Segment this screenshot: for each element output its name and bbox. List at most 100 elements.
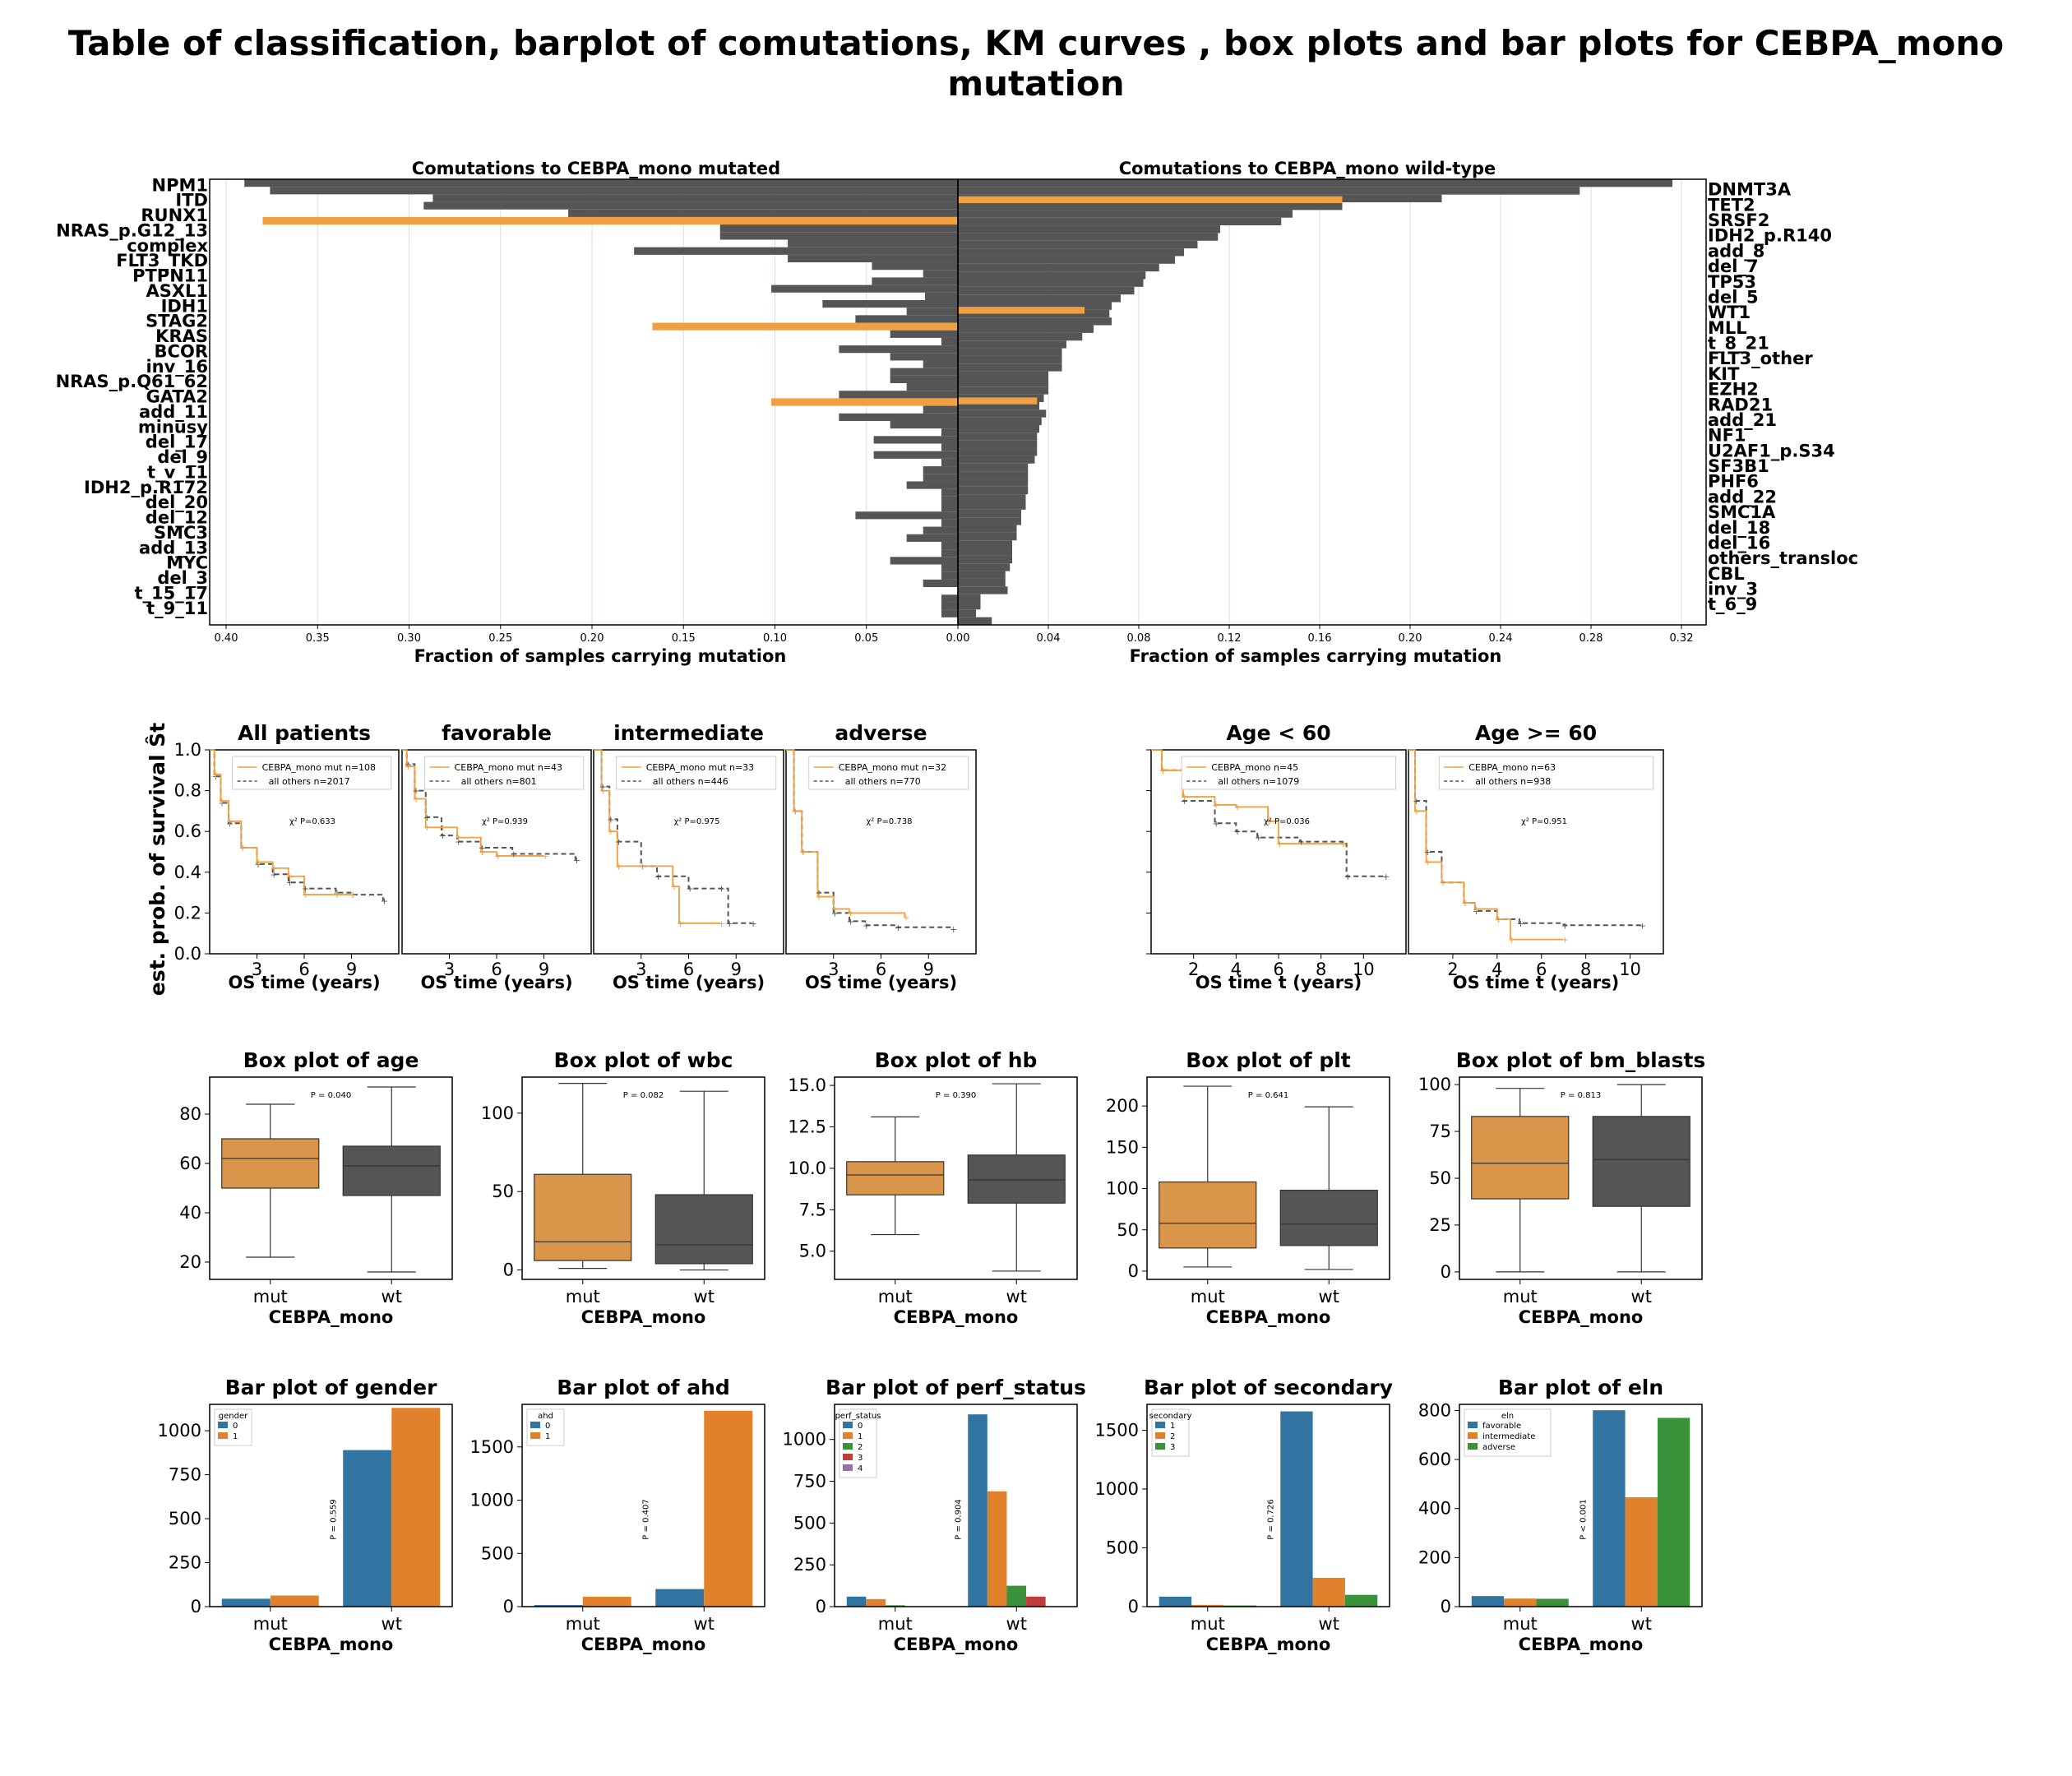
censor-mark: +	[847, 908, 854, 918]
censor-mark: +	[1639, 920, 1646, 931]
bar-xlabel: CEBPA_mono	[269, 1635, 394, 1654]
censor-mark: +	[271, 863, 278, 874]
bar-legend-label: favorable	[1482, 1422, 1521, 1431]
y-tick-label: 50	[1117, 1220, 1139, 1240]
y-tick-label: 12.5	[788, 1117, 826, 1136]
km-xlabel: OS time t (years)	[1453, 973, 1619, 992]
censor-mark: +	[226, 818, 234, 829]
gene-label-MYC: MYC	[166, 553, 208, 573]
bar-mut-NRAS_p.G12_13	[719, 224, 958, 233]
x-tick-label: 2	[1188, 960, 1199, 979]
bar-wt-inv_16	[890, 368, 958, 376]
censor-mark: +	[1517, 918, 1524, 929]
bar-mut-2	[1191, 1604, 1224, 1607]
censor-mark: +	[718, 884, 725, 895]
bar-axes-frame	[209, 1404, 453, 1607]
x-tick-label: 8	[1580, 960, 1591, 979]
km-curve-mutated	[1408, 749, 1564, 941]
bar-wt-3	[1344, 1594, 1378, 1607]
x-tick-label: 6	[876, 960, 886, 979]
censor-mark: +	[412, 794, 419, 805]
bar-legend-label: 2	[1170, 1432, 1175, 1441]
gene-label-del_12: del_12	[146, 508, 208, 528]
censor-mark: +	[494, 851, 502, 862]
bar-legend-title: gender	[219, 1412, 248, 1421]
bar-legend-label: 0	[545, 1422, 550, 1431]
km-legend-mut: CEBPA_mono mut n=43	[455, 762, 562, 773]
bar-mut-t_9_11	[941, 602, 958, 610]
censor-mark: +	[542, 851, 549, 862]
gene-label-KRAS: KRAS	[155, 326, 208, 346]
censor-mark: +	[510, 849, 517, 859]
x-tick-label: wt	[382, 1614, 402, 1634]
censor-mark: +	[1276, 839, 1283, 849]
x-tick-label: 0.05	[854, 632, 878, 645]
censor-mark: +	[799, 847, 807, 858]
km-legend-mut: CEBPA_mono mut n=108	[262, 762, 376, 773]
y-tick-label: 600	[1418, 1450, 1451, 1469]
gene-label-EZH2: EZH2	[1708, 380, 1759, 400]
gene-label-GATA2: GATA2	[146, 387, 208, 407]
y-tick-label: 100	[1106, 1179, 1139, 1199]
bar-title: Bar plot of eln	[1498, 1376, 1663, 1399]
y-tick-label: 7.5	[799, 1200, 826, 1219]
y-tick-label: 1000	[783, 1430, 826, 1450]
bar-mut-PTPN11	[923, 270, 958, 278]
y-tick-label: 0.4	[174, 863, 201, 882]
x-tick-label: 0.40	[215, 632, 238, 645]
km-axes-frame	[1408, 749, 1664, 955]
bar-legend-swatch	[1468, 1422, 1478, 1428]
bar-legend-title: eln	[1501, 1412, 1514, 1421]
box-iqr-mut	[1159, 1181, 1257, 1249]
km-curve-mutated	[402, 749, 544, 857]
bar-a-WT1	[958, 302, 1112, 310]
y-tick-label: 1500	[470, 1437, 514, 1457]
y-tick-label: 15.0	[788, 1075, 826, 1095]
box-pvalue: P = 0.390	[936, 1091, 976, 1100]
censor-mark: +	[333, 890, 340, 900]
gene-label-U2AF1_p.S34: U2AF1_p.S34	[1708, 441, 1835, 460]
censor-mark: +	[302, 884, 309, 895]
km-legend-box	[808, 756, 969, 790]
censor-mark: +	[226, 816, 234, 827]
censor-mark: +	[1340, 839, 1348, 849]
bar-wt-add_13	[941, 549, 958, 557]
bar-mut-GATA2	[839, 391, 958, 399]
x-tick-label: mut	[1191, 1614, 1225, 1634]
x-tick-label: 6	[1273, 960, 1283, 979]
gene-label-others_transloc: others_transloc	[1708, 548, 1858, 568]
y-tick-label: 75	[1429, 1122, 1451, 1141]
y-tick-label: 250	[793, 1555, 826, 1575]
km-legend-mut: CEBPA_mono n=45	[1211, 762, 1298, 773]
bar-wt-3	[1026, 1596, 1046, 1607]
bar-highlight-STAG2	[958, 307, 1085, 314]
km-pvalue: χ² P=0.738	[866, 817, 912, 826]
bar-mut-add_11	[923, 405, 958, 414]
gene-label-RUNX1: RUNX1	[141, 206, 208, 225]
censor-mark: +	[1495, 914, 1502, 925]
box-xlabel: CEBPA_mono	[894, 1307, 1019, 1327]
gene-label-t_6_9: t_6_9	[1708, 594, 1757, 614]
km-title: Age >= 60	[1475, 721, 1597, 745]
box-pvalue: P = 0.813	[1561, 1091, 1601, 1100]
box-iqr-mut	[1471, 1116, 1570, 1200]
bar-mut-BCOR	[839, 345, 958, 354]
gene-label-SRSF2: SRSF2	[1708, 210, 1769, 230]
bar-mut-del_3	[941, 571, 958, 580]
bar-a-SF3B1	[958, 456, 1035, 464]
x-tick-label: wt	[1006, 1614, 1027, 1634]
gene-label-CBL: CBL	[1708, 564, 1745, 584]
gene-label-MLL: MLL	[1708, 318, 1747, 338]
censor-mark: +	[1159, 765, 1167, 776]
y-tick-label: 0	[1441, 1597, 1451, 1616]
box-axes-frame	[209, 1076, 453, 1280]
bar-b-FLT3_other	[958, 355, 1062, 364]
bar-mut-adverse	[1536, 1598, 1569, 1607]
bar-wt-1	[1280, 1411, 1313, 1607]
bar-mut-1	[582, 1596, 631, 1607]
km-xlabel: OS time (years)	[613, 973, 765, 992]
x-tick-label: 0.25	[488, 632, 512, 645]
km-xlabel: OS time t (years)	[1196, 973, 1362, 992]
gene-label-ITD: ITD	[175, 191, 208, 210]
censor-mark: +	[615, 837, 622, 848]
